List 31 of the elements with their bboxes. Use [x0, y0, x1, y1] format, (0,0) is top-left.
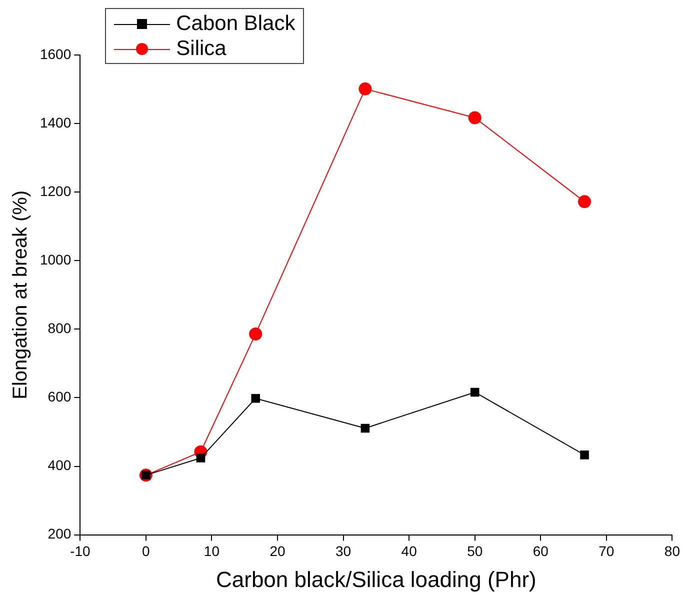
point: [468, 111, 482, 124]
point: [196, 454, 206, 462]
point: [580, 450, 589, 460]
y-tick-label: 1200: [40, 182, 72, 199]
y-tick-label: 1400: [40, 114, 72, 130]
x-tick-label: 80: [664, 543, 680, 560]
y-tick-label: 1600: [40, 46, 72, 62]
y-axis-title: Elongation at break (%): [10, 190, 32, 400]
x-tick-label: 50: [467, 543, 483, 560]
x-tick-label: -10: [70, 543, 90, 560]
x-tick-label: 20: [270, 543, 286, 560]
x-tick-label: 60: [532, 543, 549, 560]
y-tick-label: 400: [48, 457, 72, 474]
legend-label: Cabon Black: [176, 11, 296, 36]
y-tick-label: 1000: [40, 251, 72, 268]
point: [470, 388, 480, 397]
x-axis-title: Carbon black/Silica loading (Phr): [216, 566, 536, 592]
x-tick-label: 10: [204, 543, 220, 560]
y-tick-label: 600: [48, 388, 72, 405]
x-tick-label: 0: [142, 543, 150, 560]
point: [251, 394, 260, 403]
point: [358, 82, 372, 96]
x-tick-label: 70: [598, 543, 614, 560]
point: [578, 195, 592, 208]
point: [360, 424, 370, 433]
x-tick-label: 30: [335, 543, 352, 560]
y-tick-label: 800: [48, 320, 72, 336]
y-tick-label: 200: [48, 526, 72, 542]
x-tick-label: 40: [401, 543, 418, 560]
legend-label: Silica: [176, 36, 226, 61]
point: [249, 327, 262, 340]
